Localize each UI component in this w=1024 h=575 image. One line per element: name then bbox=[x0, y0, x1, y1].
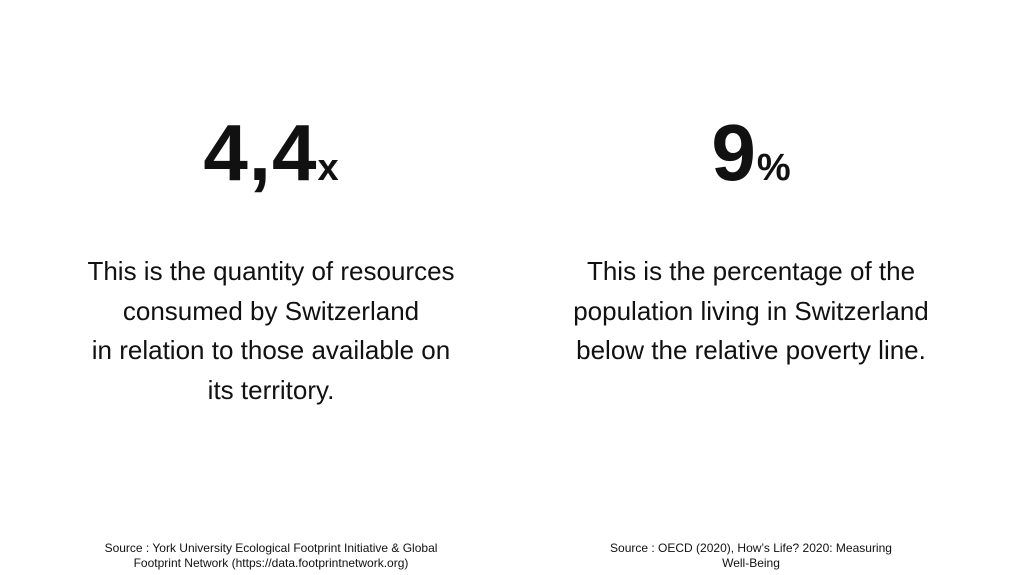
stat-figure: 4,4x bbox=[31, 108, 511, 220]
stat-suffix: x bbox=[317, 147, 339, 189]
stat-description-line: This is the quantity of resources bbox=[87, 256, 455, 286]
stat-description-line: This is the percentage of the bbox=[586, 256, 916, 286]
stat-suffix: % bbox=[756, 147, 791, 189]
stat-figure: 9% bbox=[511, 108, 991, 220]
stat-description-line: below the relative poverty line. bbox=[576, 335, 926, 366]
stat-source: Source : York University Ecological Foot… bbox=[31, 541, 511, 570]
stat-description-line: consumed by Switzerland bbox=[122, 295, 420, 326]
stat-description-line: in relation to those available on bbox=[91, 335, 451, 366]
stat-description: This is the quantity of resources consume… bbox=[31, 252, 511, 411]
stat-source-line: Well-Being bbox=[722, 555, 780, 570]
stat-block: 9% This is the percentage of the populati… bbox=[511, 0, 991, 575]
stat-source-line: Source : OECD (2020), How’s Life? 2020: … bbox=[610, 541, 892, 555]
stat-source-line: Source : York University Ecological Foot… bbox=[104, 541, 438, 555]
stat-number: 9 bbox=[711, 108, 757, 197]
stat-source: Source : OECD (2020), How’s Life? 2020: … bbox=[511, 541, 991, 570]
stat-description-line: population living in Switzerland bbox=[573, 295, 929, 326]
stat-source-line: Footprint Network (https://data.footprin… bbox=[133, 555, 409, 570]
stat-number: 4,4 bbox=[203, 108, 318, 197]
stat-block: 4,4x This is the quantity of resources co… bbox=[31, 0, 511, 575]
stat-description-line: its territory. bbox=[207, 375, 335, 406]
stat-description: This is the percentage of the population … bbox=[511, 252, 991, 371]
